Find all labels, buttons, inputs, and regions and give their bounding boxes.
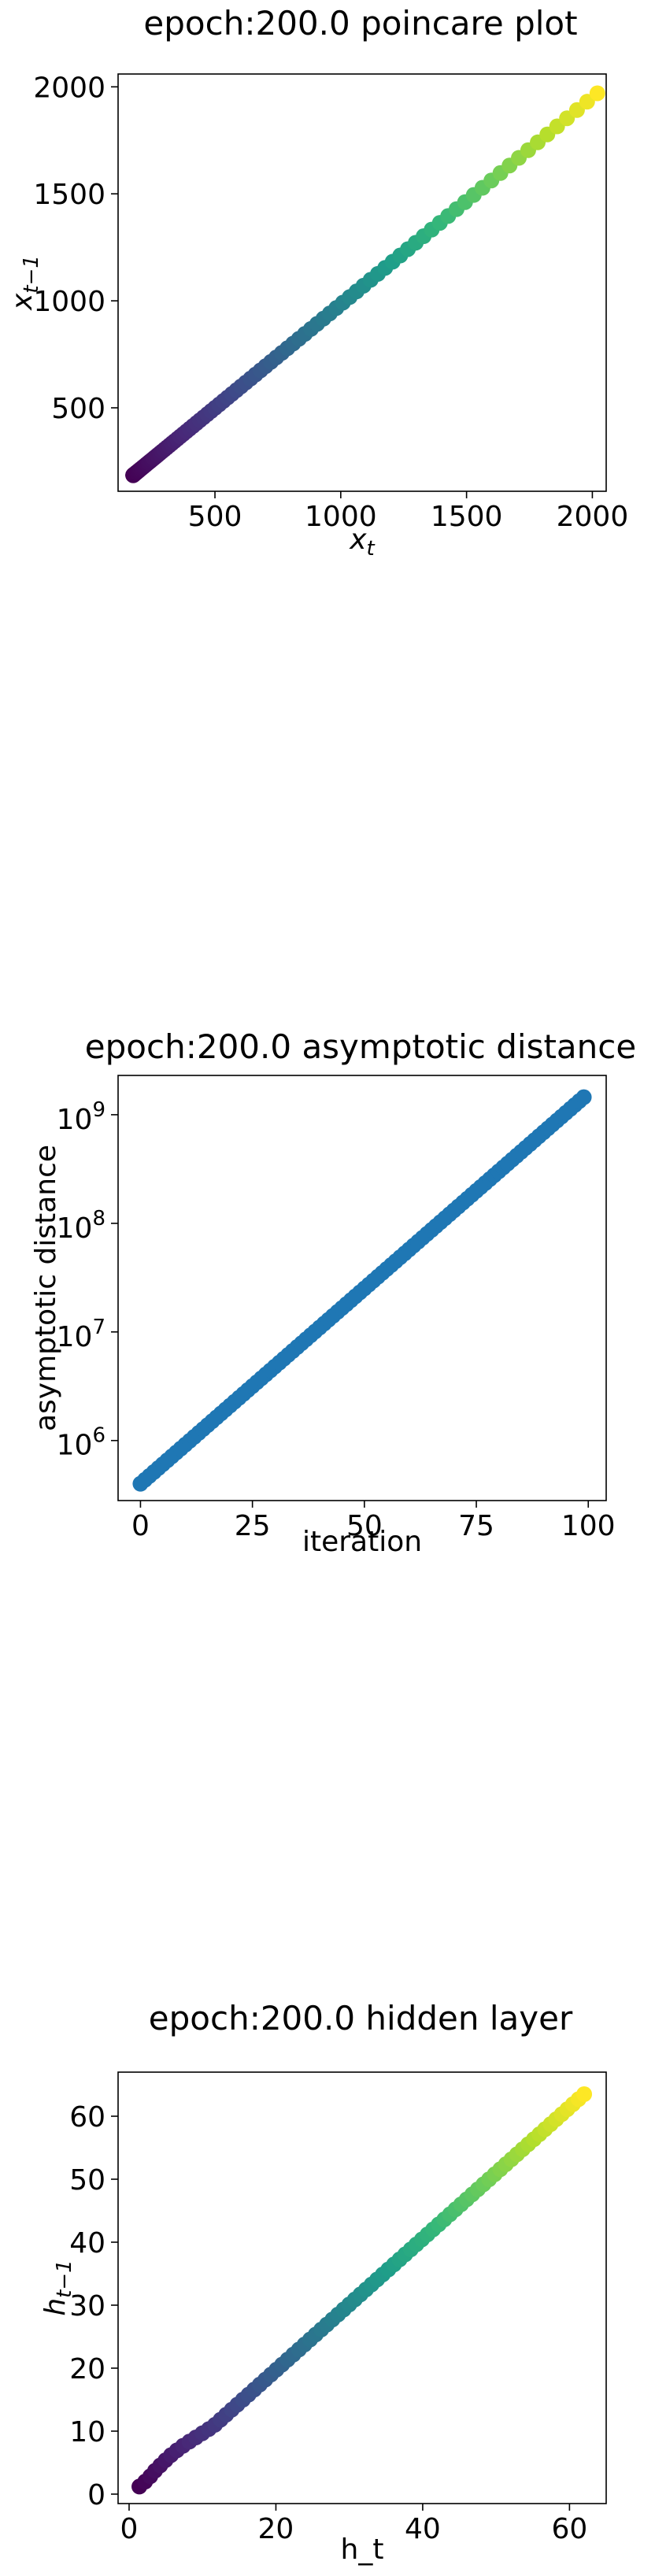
y-tick-label: 0 [87,2479,105,2511]
x-tick-label: 20 [258,2513,294,2545]
x-axis-label: h_t [341,2533,384,2566]
chart-title: epoch:200.0 hidden layer [149,1999,573,2037]
data-point [589,85,605,102]
y-tick-label: 60 [69,2101,105,2134]
chart-title: epoch:200.0 poincare plot [143,4,577,43]
y-tick-label: 40 [69,2227,105,2260]
data-point [575,1089,592,1105]
tick-layer: 500 1000 1500 2000 500 1000 1500 2000 [33,72,628,533]
x-tick-label: 0 [120,2513,139,2545]
x-tick-label: 1000 [305,501,377,533]
asymptotic-chart: epoch:200.0 asymptotic distance 0 25 50 75 1… [30,1027,636,1558]
y-tick-label: 106 [57,1424,105,1462]
data-points [125,85,605,483]
x-axis-label: xt [349,524,375,561]
plot-frame [117,1075,607,1501]
x-tick-label: 50 [346,1510,383,1542]
hidden-layer-figure: epoch:200.0 hidden layer 0 20 40 60 0 10 20 30 4… [0,1984,655,2573]
tick-layer: 0 20 40 60 0 10 20 30 40 50 60 [69,2101,587,2545]
x-tick-label: 60 [551,2513,587,2545]
y-tick-label: 1500 [33,179,105,211]
x-tick-label: 2000 [557,501,629,533]
x-tick-label: 100 [561,1510,616,1542]
y-tick-label: 1000 [33,286,105,318]
y-tick-label: 20 [69,2353,105,2385]
data-point [576,2086,593,2102]
data-points [131,2086,593,2495]
y-tick-label: 50 [69,2164,105,2197]
x-tick-label: 1500 [431,501,503,533]
plot-frame [117,73,607,492]
data-points [132,1089,592,1492]
asymptotic-figure: epoch:200.0 asymptotic distance 0 25 50 75 1… [0,1023,655,1590]
y-axis-label: ht−1 [39,2260,76,2315]
y-tick-label: 500 [51,393,105,425]
x-tick-label: 75 [458,1510,494,1542]
y-tick-label: 109 [57,1098,105,1136]
y-tick-label: 2000 [33,72,105,104]
y-axis-label: xt−1 [6,255,43,311]
y-tick-label: 10 [69,2416,105,2448]
chart-title: epoch:200.0 asymptotic distance [85,1027,636,1066]
x-tick-label: 25 [235,1510,271,1542]
x-tick-label: 500 [188,501,242,533]
plot-frame [117,2071,607,2504]
hidden-layer-chart: epoch:200.0 hidden layer 0 20 40 60 0 10 20 30 4… [39,1999,607,2566]
y-tick-label: 107 [57,1316,105,1353]
y-axis-label: asymptotic distance [30,1145,62,1431]
poincare-chart: epoch:200.0 poincare plot 500 1000 1500 200… [6,4,628,561]
y-tick-label: 108 [57,1207,105,1245]
y-tick-label: 30 [69,2290,105,2322]
x-tick-label: 0 [131,1510,150,1542]
poincare-figure: epoch:200.0 poincare plot 500 1000 1500 200… [0,0,655,598]
tick-layer: 0 25 50 75 100 106 107 108 109 [57,1098,616,1542]
x-axis-label: iteration [302,1526,422,1558]
x-tick-label: 40 [405,2513,441,2545]
